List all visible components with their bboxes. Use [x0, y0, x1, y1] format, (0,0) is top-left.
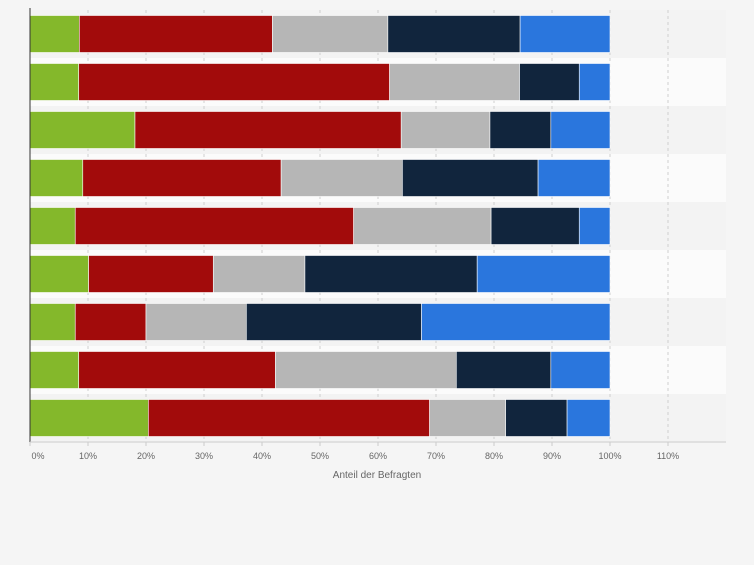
bar-segment: [578, 207, 611, 245]
x-tick-label: 30%: [195, 451, 213, 461]
bar-segment: [280, 159, 403, 197]
x-tick-label: 110%: [657, 451, 679, 461]
bar-segment: [212, 255, 306, 293]
bar-segment: [29, 207, 76, 245]
bar-segment: [246, 303, 422, 341]
bar-segment: [29, 63, 80, 101]
bar-segment: [429, 399, 506, 437]
bar-segment: [82, 159, 282, 197]
bar-segment: [537, 159, 611, 197]
bar-segment: [74, 207, 354, 245]
bar-segment: [74, 303, 147, 341]
bar-segment: [550, 351, 611, 389]
bar-segment: [578, 63, 611, 101]
x-tick-label: 80%: [485, 451, 503, 461]
x-tick-label: 20%: [137, 451, 155, 461]
bar-segment: [489, 111, 552, 149]
bar-segment: [476, 255, 611, 293]
tick-labels: 0% 10% 20% 30% 40% 50% 60% 70% 80% 90% 100% 110%: [29, 442, 679, 461]
bar-segment: [400, 111, 491, 149]
bar-segment: [29, 15, 80, 53]
bar-segment: [275, 351, 457, 389]
x-tick-label: 60%: [369, 451, 387, 461]
bar-segment: [79, 15, 273, 53]
bar-segment: [29, 255, 89, 293]
bar-segment: [387, 15, 521, 53]
bar-segment: [389, 63, 520, 101]
bar-segment: [566, 399, 611, 437]
bar-segment: [455, 351, 552, 389]
bars: [29, 15, 611, 437]
x-tick-label: 90%: [543, 451, 561, 461]
x-tick-label: 0%: [31, 451, 44, 461]
bar-segment: [505, 399, 568, 437]
bar-segment: [519, 63, 580, 101]
bar-segment: [550, 111, 611, 149]
bar-segment: [29, 111, 136, 149]
bar-segment: [78, 351, 276, 389]
bar-segment: [134, 111, 402, 149]
x-axis-title: Anteil der Befragten: [333, 470, 421, 481]
x-tick-label: 10%: [79, 451, 97, 461]
bar-segment: [272, 15, 389, 53]
bar-segment: [519, 15, 611, 53]
bar-segment: [402, 159, 539, 197]
x-tick-label: 70%: [427, 451, 445, 461]
bar-segment: [304, 255, 478, 293]
bar-segment: [29, 159, 84, 197]
bar-segment: [88, 255, 214, 293]
bar-segment: [490, 207, 580, 245]
bar-segment: [78, 63, 390, 101]
bar-segment: [29, 351, 80, 389]
x-tick-label: 100%: [598, 451, 621, 461]
bar-segment: [145, 303, 247, 341]
bar-segment: [29, 399, 149, 437]
bar-segment: [29, 303, 76, 341]
bar-segment: [148, 399, 430, 437]
x-tick-label: 40%: [253, 451, 271, 461]
bar-segment: [353, 207, 492, 245]
bar-segment: [421, 303, 611, 341]
x-tick-label: 50%: [311, 451, 329, 461]
